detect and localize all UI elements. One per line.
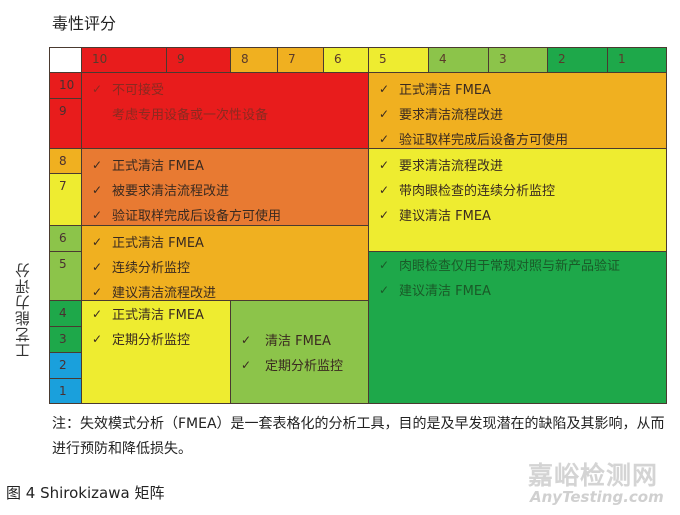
col-header-3: 3 [488,47,548,73]
zone-bottom-mid: ✓ 清洁 FMEA ✓ 定期分析监控 [230,300,369,404]
check-icon: ✓ [379,207,390,222]
zone-item: ✓ 建议清洁 FMEA [369,202,666,227]
check-icon: ✓ [241,357,252,372]
check-icon: ✓ [92,207,103,222]
process-capability-title: 工艺能力评分 [14,262,32,358]
check-icon: ✓ [379,81,390,96]
zone-item: ✓ 正式清洁 FMEA [82,301,230,326]
check-icon: ✓ [379,282,390,297]
col-header-7: 7 [277,47,324,73]
zone-item: ✓ 正式清洁 FMEA [369,76,666,101]
zone-item: ✓ 清洁 FMEA [231,327,368,352]
row-header-2: 2 [49,352,82,379]
check-icon: ✓ [379,182,390,197]
col-header-4: 4 [428,47,489,73]
zone-item: ✓ 肉眼检查仅用于常规对照与新产品验证 [369,252,666,277]
zone-item: ✓ 不可接受 [82,76,368,101]
check-icon: ✓ [92,259,103,274]
zone-item: ✓ 验证取样完成后设备方可使用 [369,126,666,151]
zone-item: ✓ 正式清洁 FMEA [82,229,368,254]
zone-mid-right: ✓ 要求清洁流程改进 ✓ 带肉眼检查的连续分析监控 ✓ 建议清洁 FMEA [368,148,667,252]
zone-item: ✓ 被要求清洁流程改进 [82,177,368,202]
check-icon: ✓ [92,331,103,346]
check-icon: ✓ [92,182,103,197]
fmea-note: 注：失效模式分析（FMEA）是一套表格化的分析工具，目的是及早发现潜在的缺陷及其… [52,416,665,457]
row-header-4: 4 [49,300,82,327]
toxicity-score-title: 毒性评分 [52,14,117,33]
check-icon: ✓ [379,157,390,172]
col-header-1: 1 [607,47,667,73]
check-icon: ✓ [92,157,103,172]
row-header-8: 8 [49,148,82,174]
zone-item: ✓ 建议清洁流程改进 [82,279,368,304]
zone-item: ✓ 定期分析监控 [231,352,368,377]
row-header-1: 1 [49,378,82,404]
row-header-3: 3 [49,326,82,353]
zone-mid-left: ✓ 正式清洁 FMEA ✓ 被要求清洁流程改进 ✓ 验证取样完成后设备方可使用 [81,148,369,226]
row-header-7: 7 [49,173,82,226]
zone-top-right: ✓ 正式清洁 FMEA ✓ 要求清洁流程改进 ✓ 验证取样完成后设备方可使用 [368,72,667,149]
matrix-corner [49,47,82,73]
col-header-10: 10 [81,47,167,73]
zone-item: ✓ 带肉眼检查的连续分析监控 [369,177,666,202]
zone-bottom-right: ✓ 肉眼检查仅用于常规对照与新产品验证 ✓ 建议清洁 FMEA [368,251,667,404]
col-header-8: 8 [230,47,278,73]
zone-item: ✓ 验证取样完成后设备方可使用 [82,202,368,227]
zone-item: ✓ 定期分析监控 [82,326,230,351]
zone-item: ✓ 连续分析监控 [82,254,368,279]
zone-item: ✓ 要求清洁流程改进 [369,152,666,177]
figure-caption: 图 4 Shirokizawa 矩阵 [6,484,165,502]
col-header-5: 5 [368,47,429,73]
zone-item: ✓ 正式清洁 FMEA [82,152,368,177]
row-header-10: 10 [49,72,82,99]
col-header-9: 9 [166,47,231,73]
check-icon: ✓ [379,106,390,121]
zone-item: ✓ 建议清洁 FMEA [369,277,666,302]
check-icon: ✓ [379,131,390,146]
watermark-logo: 嘉峪检测网 [528,461,659,490]
zone-low-left: ✓ 正式清洁 FMEA ✓ 连续分析监控 ✓ 建议清洁流程改进 [81,225,369,301]
check-icon: ✓ [92,284,103,299]
zone-item: ✓考虑专用设备或一次性设备 [112,108,269,123]
row-header-6: 6 [49,225,82,252]
check-icon: ✓ [241,332,252,347]
check-icon: ✓ [92,234,103,249]
zone-bottom-left: ✓ 正式清洁 FMEA ✓ 定期分析监控 [81,300,231,404]
zone-unacceptable: ✓不可接受 ✓考虑专用设备或一次性设备 [81,72,369,149]
col-header-2: 2 [547,47,608,73]
row-header-5: 5 [49,251,82,301]
row-header-9: 9 [49,98,82,149]
zone-item: ✓ 要求清洁流程改进 [369,101,666,126]
check-icon: ✓ [92,306,103,321]
watermark-url: AnyTesting.com [530,488,664,506]
check-icon: ✓ [92,81,103,96]
col-header-6: 6 [323,47,369,73]
check-icon: ✓ [379,257,390,272]
